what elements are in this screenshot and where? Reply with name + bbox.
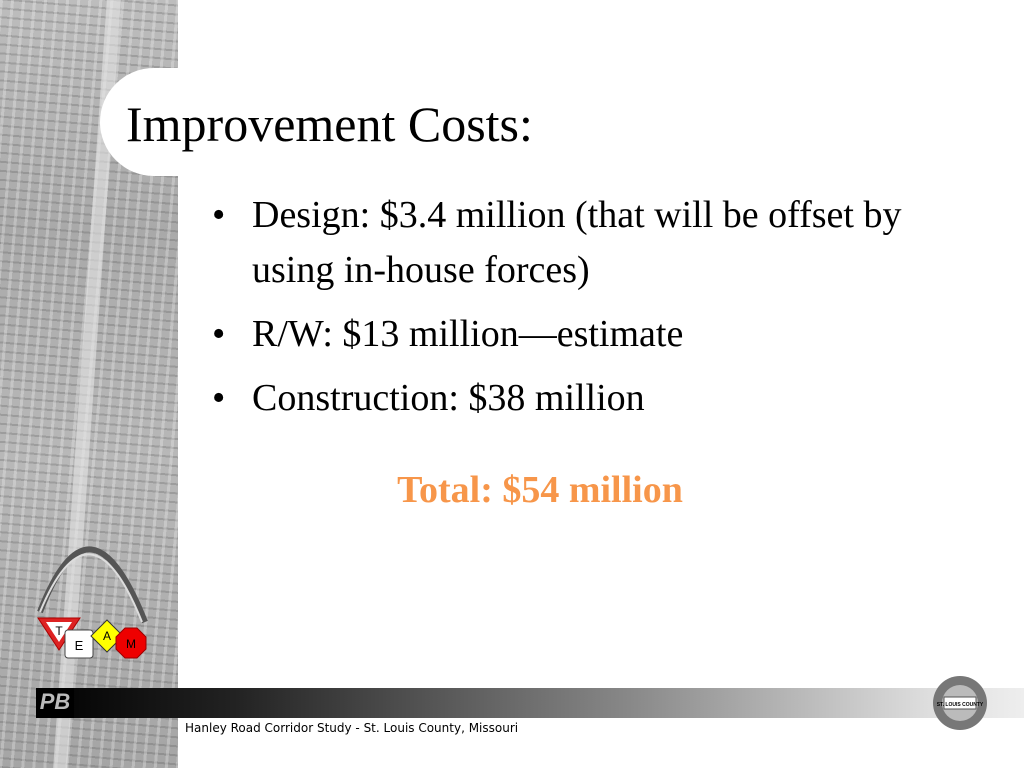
bullet-item: • Construction: $38 million	[212, 371, 932, 426]
bullet-text: R/W: $13 million—estimate	[252, 313, 684, 355]
bullet-icon: •	[212, 313, 226, 355]
bullet-text: Design: $3.4 million (that will be offse…	[252, 194, 902, 291]
team-letter: T	[55, 624, 63, 638]
slide-title: Improvement Costs:	[126, 96, 533, 152]
svg-text:ST. LOUIS COUNTY: ST. LOUIS COUNTY	[937, 702, 984, 708]
bullet-text: Construction: $38 million	[252, 377, 645, 419]
team-letter: M	[126, 637, 136, 651]
diamond-sign-icon	[90, 619, 124, 653]
footer-gradient-bar	[36, 688, 1024, 718]
title-background	[100, 68, 1024, 176]
bullet-item: • R/W: $13 million—estimate	[212, 307, 932, 362]
team-logo: T E A M	[37, 546, 148, 659]
bullet-list: • Design: $3.4 million (that will be offs…	[212, 188, 932, 435]
arch-icon	[37, 546, 148, 624]
total-cost: Total: $54 million	[397, 469, 683, 511]
team-letter: A	[103, 629, 111, 643]
bullet-icon: •	[212, 194, 226, 236]
square-sign-icon	[64, 629, 94, 659]
pb-logo: PB	[36, 688, 74, 718]
stop-sign-icon	[115, 627, 147, 659]
footer-text: Hanley Road Corridor Study - St. Louis C…	[185, 721, 519, 735]
bullet-icon: •	[212, 377, 226, 419]
team-letter: E	[75, 638, 84, 653]
st-louis-county-seal: ST. LOUIS COUNTY	[933, 676, 987, 730]
bullet-item: • Design: $3.4 million (that will be offs…	[212, 188, 932, 298]
